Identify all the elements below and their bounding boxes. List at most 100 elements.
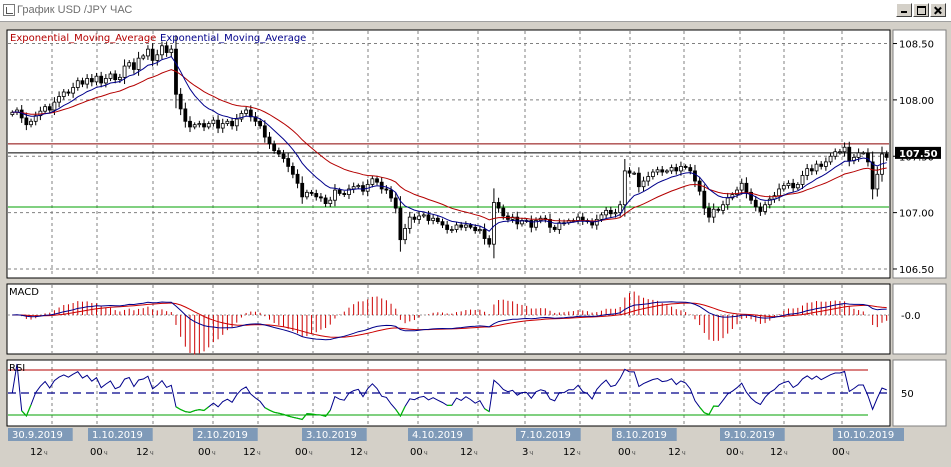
candle-body [47,106,52,111]
candle [809,164,814,176]
price-tick-label: 107.00 [899,209,934,220]
date-label: 2.10.2019 [193,428,258,441]
date-label-text: 30.9.2019 [12,430,63,441]
candle [230,117,234,130]
candle-body [753,199,758,208]
candle [122,59,127,85]
candle [290,162,295,179]
candle-body [281,153,286,159]
candle-body [646,176,651,182]
candle-body [856,152,861,158]
candle-body [622,170,627,206]
candle [679,161,683,176]
current-price-box [895,146,941,159]
hour-label-text: 00 [618,447,631,458]
candle [552,224,557,232]
axis-box-2 [892,283,947,355]
candle-body [417,215,422,220]
candle [300,176,305,204]
hour-label-text: 00 [295,447,308,458]
candle-body [169,48,174,53]
candle-body [604,209,609,216]
price-axis: 108.50108.00107.50107.00106.50107.50-0.0… [893,40,941,400]
candle [304,189,309,200]
candle-body [823,161,828,167]
candle [188,116,192,133]
hour-label-text: 12 [563,447,576,458]
candle [99,71,104,88]
candle-body [295,173,300,184]
candle-body [529,220,534,228]
candle-body [870,161,875,190]
candle [594,214,599,230]
hour-label-text: 12 [770,447,783,458]
candle [244,107,249,117]
minimize-button[interactable] [896,3,912,17]
hour-label-text: 00 [410,447,423,458]
candle-body [117,76,122,81]
ema-slow-line [12,69,887,222]
candle [61,89,66,100]
candle-body [641,180,646,188]
candle [641,176,646,192]
candle [202,119,206,132]
maximize-button[interactable] [913,3,929,17]
candle [80,77,85,88]
candle-body [309,191,314,194]
candle [146,45,150,60]
candle [127,60,132,69]
candle-body [375,178,379,183]
candle [323,194,328,207]
candle-body [739,182,744,191]
candle-body [379,181,384,190]
candle-body [141,55,146,59]
candle [206,121,211,130]
candle-body [197,123,202,126]
candle [160,41,164,60]
candle [421,212,426,219]
hour-label-suffix: ч [846,449,850,457]
hour-label: 12 ч [460,447,478,458]
close-button[interactable] [930,3,946,17]
candle [281,149,286,163]
hour-label-suffix: ч [682,449,686,457]
candle-body [693,170,697,182]
candle [113,70,118,84]
candle-body [333,189,337,201]
candle-body [814,163,819,172]
moving-averages [12,55,887,232]
candle-body [725,197,730,206]
candle [767,195,772,209]
candle-body [407,216,412,229]
candle-body [347,188,351,195]
hour-label-suffix: ч [364,449,368,457]
date-label: 8.10.2019 [612,428,677,441]
candle-body [113,73,118,80]
hour-label-text: 12 [460,447,473,458]
time-axis: 30.9.2019 1.10.2019 2.10.2019 3.10.2019 4.10… [8,428,904,458]
candle [636,167,641,193]
candle-body [356,185,361,188]
chart-labels: Exponential_Moving_Average Exponential_Mo… [9,33,306,374]
candle [225,118,230,126]
candle [276,147,281,158]
candle-body [61,91,66,97]
candle-body [473,226,478,232]
candle [356,183,361,189]
legend-ema-slow: Exponential_Moving_Average [10,33,156,44]
hour-label: 12 ч [243,447,261,458]
chart-area[interactable]: 108.50108.00107.50107.00106.50107.50-0.0… [0,22,951,467]
candle [711,203,716,223]
candle-body [426,214,431,221]
candle [608,206,613,218]
candle-body [468,224,473,228]
candle-body [57,96,61,103]
candle-body [767,198,772,206]
hour-label-text: 12 [30,447,43,458]
date-label-text: 9.10.2019 [724,430,775,441]
candle [197,120,202,128]
candle [861,151,866,155]
candle-body [276,150,281,155]
candle [211,117,216,127]
